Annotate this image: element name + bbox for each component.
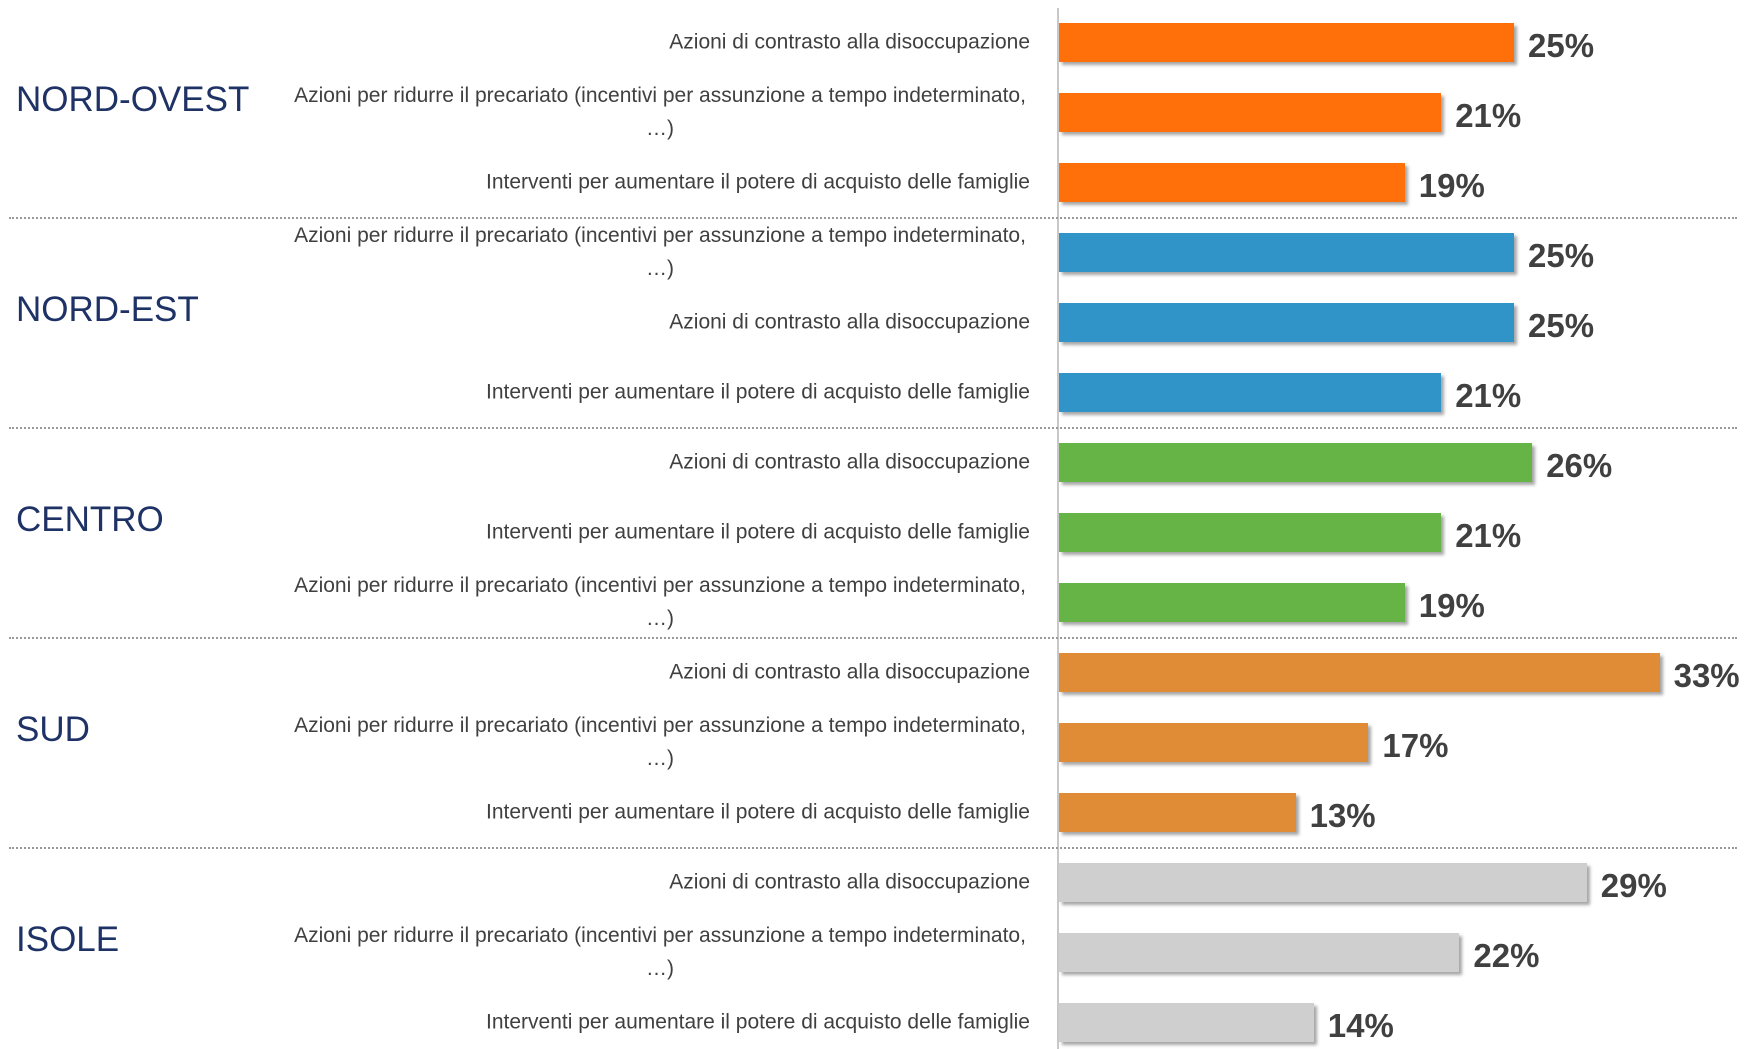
value-label: 19% xyxy=(1418,586,1485,624)
value-label: 33% xyxy=(1673,656,1740,694)
category-text: Azioni per ridurre il precariato (incent… xyxy=(294,574,1026,630)
value-label: 21% xyxy=(1455,516,1522,554)
category-label: Azioni per ridurre il precariato (incent… xyxy=(290,709,1030,775)
value-label: 17% xyxy=(1382,726,1449,764)
value-label: 19% xyxy=(1418,166,1485,204)
category-label: Azioni di contrasto alla disoccupazione xyxy=(290,26,1030,59)
category-text: Azioni per ridurre il precariato (incent… xyxy=(294,714,1026,770)
category-text: Interventi per aumentare il potere di ac… xyxy=(486,800,1030,824)
category-text: Azioni per ridurre il precariato (incent… xyxy=(294,924,1026,980)
category-text: Interventi per aumentare il potere di ac… xyxy=(486,520,1030,544)
bar xyxy=(1059,442,1533,482)
value-label: 14% xyxy=(1327,1006,1394,1044)
value-label: 25% xyxy=(1528,26,1595,64)
value-label: 25% xyxy=(1528,236,1595,274)
category-text: Azioni di contrasto alla disoccupazione xyxy=(669,870,1030,894)
bar xyxy=(1059,652,1660,692)
category-text: Interventi per aumentare il potere di ac… xyxy=(486,380,1030,404)
bar xyxy=(1059,722,1369,762)
category-text: Azioni per ridurre il precariato (incent… xyxy=(294,224,1026,280)
category-text: Azioni di contrasto alla disoccupazione xyxy=(669,310,1030,334)
category-label: Interventi per aumentare il potere di ac… xyxy=(290,796,1030,829)
region-label: NORD-OVEST xyxy=(16,80,250,119)
bar xyxy=(1059,512,1442,552)
value-label: 25% xyxy=(1528,306,1595,344)
category-text: Azioni di contrasto alla disoccupazione xyxy=(669,30,1030,54)
value-label: 21% xyxy=(1455,376,1522,414)
bar xyxy=(1059,792,1296,832)
category-text: Interventi per aumentare il potere di ac… xyxy=(486,170,1030,194)
category-label: Azioni di contrasto alla disoccupazione xyxy=(290,656,1030,689)
region-label: ISOLE xyxy=(16,920,120,959)
value-label: 29% xyxy=(1600,866,1667,904)
category-label: Azioni di contrasto alla disoccupazione xyxy=(290,306,1030,339)
separator xyxy=(9,217,1737,219)
region-label: NORD-EST xyxy=(16,290,199,329)
category-label: Azioni per ridurre il precariato (incent… xyxy=(290,569,1030,635)
separator xyxy=(9,637,1737,639)
value-label: 26% xyxy=(1546,446,1613,484)
category-label: Interventi per aumentare il potere di ac… xyxy=(290,516,1030,549)
category-label: Interventi per aumentare il potere di ac… xyxy=(290,166,1030,199)
value-label: 13% xyxy=(1309,796,1376,834)
bar xyxy=(1059,232,1514,272)
bar xyxy=(1059,22,1514,62)
separator xyxy=(9,427,1737,429)
region-label: CENTRO xyxy=(16,500,164,539)
category-label: Azioni per ridurre il precariato (incent… xyxy=(290,219,1030,285)
category-text: Azioni per ridurre il precariato (incent… xyxy=(294,84,1026,140)
category-label: Azioni per ridurre il precariato (incent… xyxy=(290,919,1030,985)
category-text: Interventi per aumentare il potere di ac… xyxy=(486,1010,1030,1034)
bar xyxy=(1059,1002,1314,1042)
category-text: Azioni di contrasto alla disoccupazione xyxy=(669,660,1030,684)
value-label: 21% xyxy=(1455,96,1522,134)
bar xyxy=(1059,932,1460,972)
separator xyxy=(9,847,1737,849)
bar xyxy=(1059,92,1442,132)
bar xyxy=(1059,372,1442,412)
bar xyxy=(1059,582,1405,622)
category-label: Azioni di contrasto alla disoccupazione xyxy=(290,866,1030,899)
category-label: Interventi per aumentare il potere di ac… xyxy=(290,1006,1030,1039)
bar xyxy=(1059,862,1587,902)
value-label: 22% xyxy=(1473,936,1540,974)
category-text: Azioni di contrasto alla disoccupazione xyxy=(669,450,1030,474)
bar xyxy=(1059,302,1514,342)
axis-line xyxy=(1057,8,1059,1049)
category-label: Azioni per ridurre il precariato (incent… xyxy=(290,79,1030,145)
category-label: Azioni di contrasto alla disoccupazione xyxy=(290,446,1030,479)
bar xyxy=(1059,162,1405,202)
category-label: Interventi per aumentare il potere di ac… xyxy=(290,376,1030,409)
region-label: SUD xyxy=(16,710,90,749)
